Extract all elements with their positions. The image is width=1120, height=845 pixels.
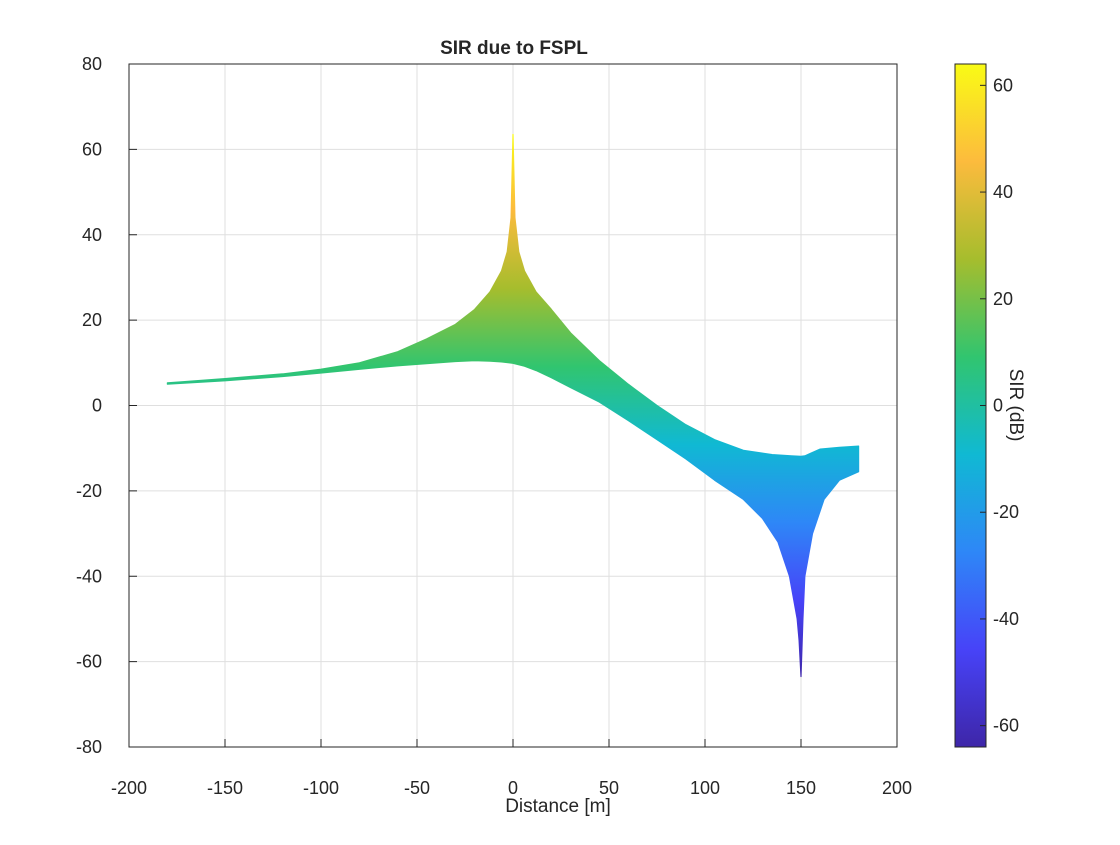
x-tick-label: 150 [786, 778, 816, 798]
y-tick-label: -40 [76, 566, 102, 586]
colorbar-axis: -60 -40 -20 0 20 40 60 [980, 75, 1019, 736]
x-axis: -200 -150 -100 -50 0 50 100 150 200 [111, 739, 912, 798]
colorbar-tick-label: -60 [993, 716, 1019, 736]
colorbar-label: SIR (dB) [1005, 369, 1026, 442]
y-tick-label: -20 [76, 481, 102, 501]
plot-area [166, 133, 860, 678]
x-tick-label: -100 [303, 778, 339, 798]
y-tick-label: 80 [82, 54, 102, 74]
colorbar-tick-label: -20 [993, 502, 1019, 522]
y-tick-label: -80 [76, 737, 102, 757]
colorbar-tick-label: 0 [993, 396, 1003, 416]
chart-title: SIR due to FSPL [440, 38, 588, 59]
x-tick-label: -50 [404, 778, 430, 798]
sir-surface [166, 133, 860, 678]
y-axis: -80 -60 -40 -20 0 20 40 60 80 [76, 54, 137, 757]
colorbar-tick-label: 40 [993, 182, 1013, 202]
y-tick-label: 0 [92, 396, 102, 416]
x-axis-label: Distance [m] [505, 796, 611, 817]
y-tick-label: -60 [76, 652, 102, 672]
x-tick-label: -200 [111, 778, 147, 798]
colorbar-tick-label: 20 [993, 289, 1013, 309]
x-tick-label: 100 [690, 778, 720, 798]
x-tick-label: 0 [508, 778, 518, 798]
y-tick-label: 60 [82, 139, 102, 159]
x-tick-label: 50 [599, 778, 619, 798]
colorbar-tick-label: 60 [993, 75, 1013, 95]
x-tick-label: 200 [882, 778, 912, 798]
x-tick-label: -150 [207, 778, 243, 798]
y-tick-label: 40 [82, 225, 102, 245]
y-tick-label: 20 [82, 310, 102, 330]
colorbar-tick-label: -40 [993, 609, 1019, 629]
